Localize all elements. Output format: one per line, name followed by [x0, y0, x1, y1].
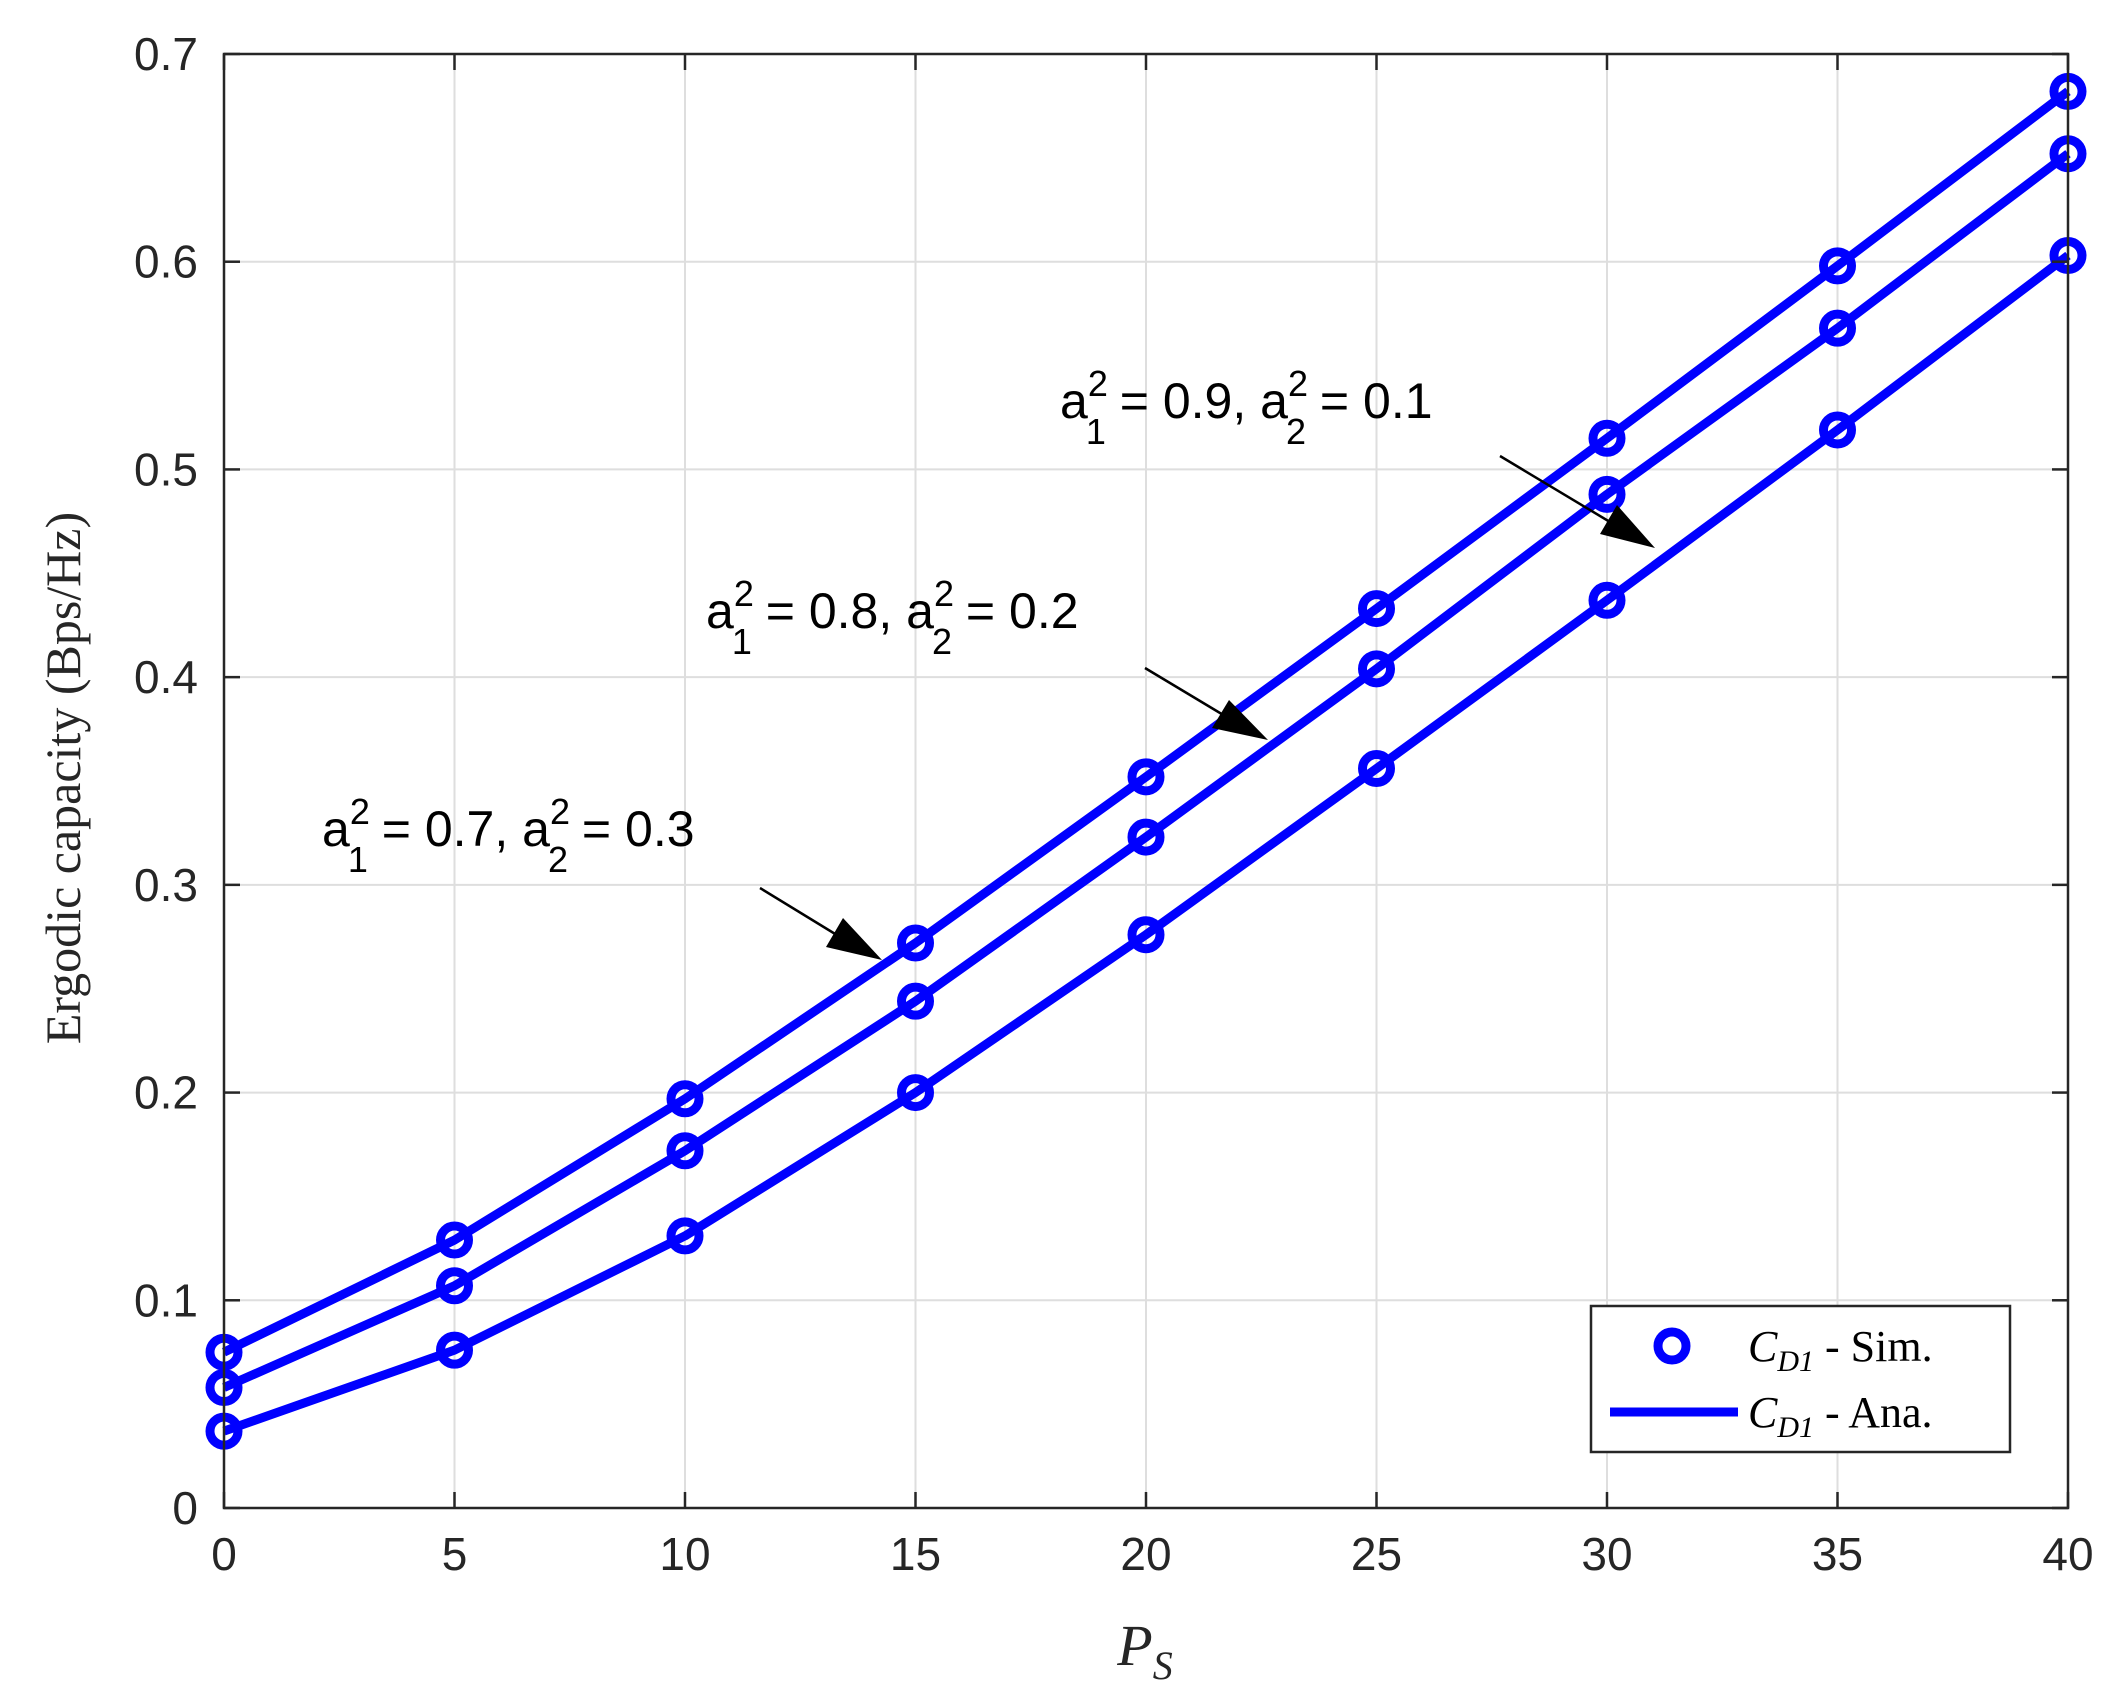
y-tick-label: 0.6 — [134, 236, 198, 288]
y-tick-label: 0.4 — [134, 651, 198, 703]
annotation-2: a2 1 = 0.7, a2 2 = 0.3 — [322, 791, 695, 880]
series-1-point — [436, 1267, 473, 1305]
legend-marker-sim — [1653, 1327, 1691, 1365]
series-2-point — [897, 1074, 934, 1112]
annotation-arrowhead-0 — [1600, 505, 1655, 548]
annotation-1: a2 1 = 0.8, a2 2 = 0.2 — [706, 573, 1079, 662]
x-tick-label: 5 — [442, 1528, 468, 1580]
series-2-point — [1127, 916, 1165, 954]
legend-label-ana: CD1 - Ana. — [1748, 1388, 1933, 1444]
legend-label-sim: CD1 - Sim. — [1748, 1322, 1933, 1378]
series-0-point — [1588, 419, 1626, 457]
annotations: a2 1 = 0.9, a2 2 = 0.1 a2 1 = 0.8, a2 2 = 0.… — [322, 363, 1655, 960]
series-1-point — [1358, 650, 1395, 688]
series-0-point — [666, 1080, 704, 1118]
legend-box — [1589, 1304, 2012, 1454]
series-0-point — [897, 924, 934, 962]
series-line-1 — [222, 150, 2071, 1392]
y-tick-label: 0.3 — [134, 859, 198, 911]
series-1-point — [1588, 475, 1626, 513]
x-tick-label: 15 — [890, 1528, 941, 1580]
series-2-point — [1358, 750, 1395, 788]
series-0-point — [436, 1221, 473, 1259]
x-tick-label: 35 — [1812, 1528, 1863, 1580]
annotation-0: a2 1 = 0.9, a2 2 = 0.1 — [1060, 363, 1433, 452]
series-1-point — [1819, 309, 1856, 347]
annotation-arrowhead-1 — [1212, 700, 1268, 740]
annotation-arrowhead-2 — [826, 918, 882, 960]
annotation-arrow-0 — [1499, 454, 1621, 530]
series-layer — [205, 72, 2087, 1450]
y-tick-label: 0.1 — [134, 1274, 198, 1326]
y-tick-label: 0.5 — [134, 443, 198, 495]
series-1-point — [1127, 818, 1165, 856]
y-tick-label: 0.2 — [134, 1067, 198, 1119]
x-axis-label: PS — [1116, 1613, 1172, 1688]
x-axis-label-sub: S — [1153, 1643, 1173, 1688]
x-tick-label: 25 — [1351, 1528, 1402, 1580]
series-2-point — [436, 1331, 473, 1369]
series-0-point — [1819, 247, 1856, 285]
x-tick-label: 20 — [1120, 1528, 1171, 1580]
legend: CD1 - Sim. CD1 - Ana. — [1589, 1304, 2012, 1454]
y-tick-label: 0 — [172, 1482, 198, 1534]
series-2-point — [1588, 581, 1626, 619]
series-2-point — [666, 1217, 704, 1255]
y-tick-label: 0.7 — [134, 28, 198, 80]
series-1-point — [897, 982, 934, 1020]
x-axis-label-main: P — [1116, 1613, 1152, 1678]
series-1-point — [666, 1132, 704, 1170]
series-line-2 — [222, 251, 2071, 1436]
y-axis-label: Ergodic capacity (Bps/Hz) — [35, 512, 91, 1044]
series-0-point — [1127, 758, 1165, 796]
annotation-arrow-1 — [1144, 666, 1236, 724]
x-tick-label: 40 — [2042, 1528, 2093, 1580]
annotation-arrow-2 — [759, 886, 846, 942]
series-0-point — [1358, 590, 1395, 628]
series-2-point — [1819, 411, 1856, 449]
x-tick-label: 10 — [659, 1528, 710, 1580]
x-tick-label: 0 — [211, 1528, 237, 1580]
series-line-0 — [222, 87, 2071, 1357]
x-tick-label: 30 — [1581, 1528, 1632, 1580]
axis-ticks: 0 5 10 15 20 25 30 35 40 0 0.1 0.2 0.3 0.4 0.5 0.6 0.7 — [134, 28, 2094, 1580]
